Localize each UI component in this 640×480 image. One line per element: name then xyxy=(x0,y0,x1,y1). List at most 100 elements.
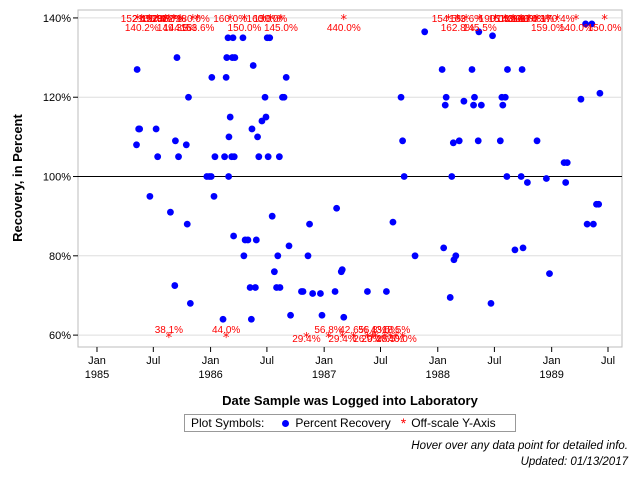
data-point xyxy=(146,192,154,200)
data-point xyxy=(487,299,495,307)
y-tick-label: 120% xyxy=(43,92,71,104)
data-point xyxy=(276,284,284,291)
data-point xyxy=(274,252,282,260)
data-point xyxy=(468,66,476,73)
data-point xyxy=(383,288,390,295)
offscale-high-marker: * xyxy=(139,13,146,28)
offscale-high-marker: * xyxy=(154,13,161,28)
data-point xyxy=(230,153,238,161)
offscale-high-marker: * xyxy=(190,13,197,28)
offscale-high-label: 153.6% xyxy=(181,23,215,34)
x-tick-label: Jan xyxy=(88,355,106,367)
x-tick-year-label: 1988 xyxy=(426,369,450,381)
data-point xyxy=(224,34,232,42)
plot-area xyxy=(77,9,623,348)
offscale-high-marker: * xyxy=(171,13,178,28)
offscale-low-label: 26.0% xyxy=(353,334,381,345)
data-point xyxy=(518,66,526,73)
offscale-high-marker: * xyxy=(477,13,484,28)
x-tick-label: Jan xyxy=(315,355,333,367)
offscale-high-marker: * xyxy=(445,13,452,28)
offscale-high-marker: * xyxy=(463,13,470,28)
offscale-high-label: 160.0% xyxy=(512,14,546,25)
data-point xyxy=(499,101,507,109)
data-point xyxy=(477,101,485,109)
offscale-high-marker: * xyxy=(278,13,285,28)
data-point xyxy=(452,252,460,260)
offscale-low-label: 40.0% xyxy=(388,334,416,345)
data-point xyxy=(173,54,181,61)
legend: Plot Symbols: Percent Recovery * Off-sca… xyxy=(184,414,516,432)
star-icon: * xyxy=(400,415,407,431)
offscale-high-marker: * xyxy=(135,13,142,28)
data-point xyxy=(252,236,260,244)
offscale-low-label: 56.8% xyxy=(358,325,386,336)
data-point xyxy=(438,66,446,73)
data-point xyxy=(247,315,255,323)
updated-date-text: Updated: 01/13/2017 xyxy=(520,456,628,468)
offscale-high-label: 149.3% xyxy=(157,23,191,34)
offscale-high-label: 150.0% xyxy=(588,23,622,34)
offscale-high-marker: * xyxy=(492,13,499,28)
offscale-high-marker: * xyxy=(518,13,525,28)
offscale-high-marker: * xyxy=(241,13,248,28)
data-point xyxy=(440,244,448,252)
data-point xyxy=(249,62,257,69)
x-tick-year-label: 1989 xyxy=(539,369,563,381)
offscale-high-label: 154.5% xyxy=(432,14,466,25)
data-point xyxy=(501,93,509,101)
offscale-high-marker: * xyxy=(227,13,234,28)
data-point xyxy=(533,137,541,145)
legend-label-percent-recovery: Percent Recovery xyxy=(295,416,391,430)
x-tick-label: Jul xyxy=(146,355,160,367)
offscale-low-marker: * xyxy=(350,331,357,346)
x-tick-year-label: 1985 xyxy=(85,369,109,381)
data-point xyxy=(152,125,160,133)
data-point xyxy=(496,137,504,145)
data-point xyxy=(208,74,216,81)
data-point xyxy=(299,288,307,295)
offscale-high-label: 145.0% xyxy=(264,23,298,34)
offscale-high-label: 151.3% xyxy=(488,14,522,25)
y-tick-label: 80% xyxy=(49,251,71,263)
offscale-low-marker: * xyxy=(223,331,230,346)
y-tick-label: 60% xyxy=(49,330,71,342)
hover-hint-text: Hover over any data point for detailed i… xyxy=(411,440,628,452)
data-point xyxy=(229,34,237,42)
data-point xyxy=(389,218,397,226)
data-point xyxy=(340,313,348,321)
data-point xyxy=(225,173,233,180)
y-tick-label: 140% xyxy=(43,13,71,25)
offscale-low-marker: * xyxy=(387,331,394,346)
offscale-high-marker: * xyxy=(267,13,274,28)
offscale-high-label: 160.0% xyxy=(247,14,281,25)
data-point xyxy=(306,220,313,228)
offscale-high-label: 145.5% xyxy=(463,23,497,34)
offscale-high-marker: * xyxy=(341,13,348,28)
data-point xyxy=(261,93,269,101)
data-point xyxy=(231,54,239,61)
data-point xyxy=(489,32,496,40)
offscale-low-label: 42.6% xyxy=(339,325,367,336)
data-point xyxy=(460,97,468,105)
data-point xyxy=(226,113,234,121)
data-point xyxy=(318,311,326,319)
legend-title: Plot Symbols: xyxy=(191,416,265,430)
data-point xyxy=(523,179,531,186)
data-point xyxy=(183,220,191,228)
offscale-low-marker: * xyxy=(364,331,371,346)
data-point xyxy=(317,290,324,297)
data-point xyxy=(449,139,457,147)
x-axis-title: Date Sample was Logged into Laboratory xyxy=(222,393,478,408)
y-axis: 60% 80% 100% 120% 140% xyxy=(43,13,78,342)
data-point xyxy=(248,125,256,133)
data-point xyxy=(511,246,519,254)
x-tick-label: Jan xyxy=(202,355,220,367)
x-tick-label: Jul xyxy=(487,355,501,367)
offscale-high-marker: * xyxy=(502,13,509,28)
offscale-low-marker: * xyxy=(303,331,310,346)
offscale-low-marker: * xyxy=(325,331,332,346)
x-tick-label: Jul xyxy=(601,355,615,367)
x-tick-label: Jul xyxy=(373,355,387,367)
